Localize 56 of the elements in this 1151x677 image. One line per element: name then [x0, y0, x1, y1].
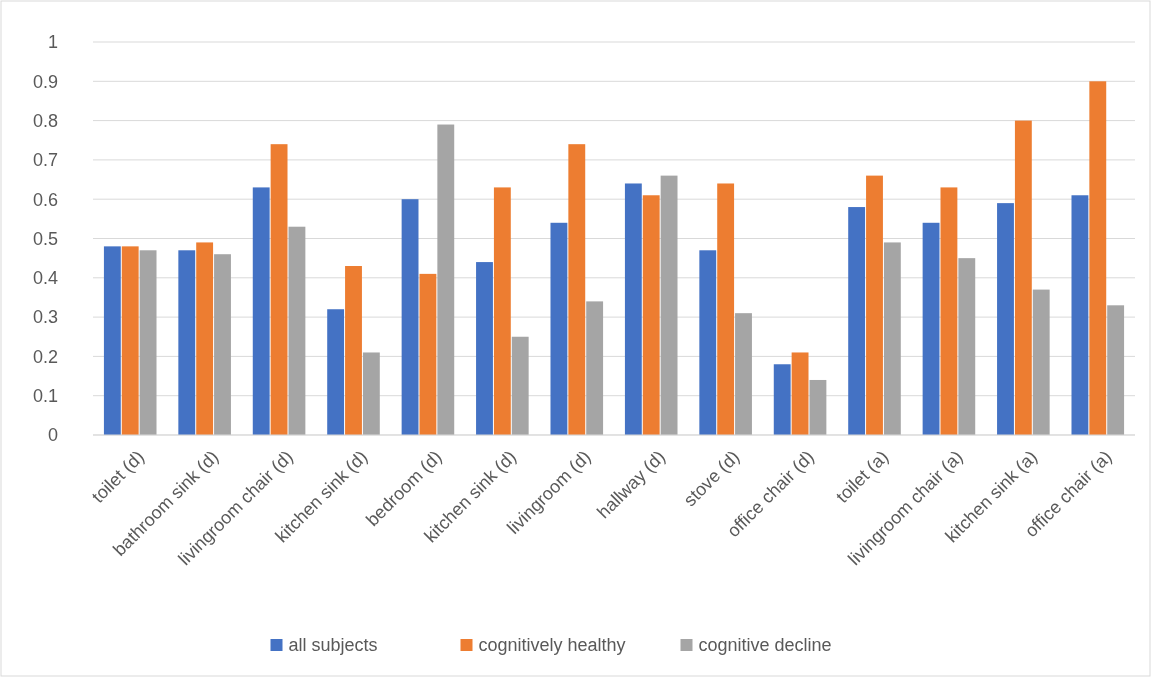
- y-tick-label: 0.9: [32, 71, 58, 92]
- legend-label: cognitively healthy: [478, 635, 626, 656]
- bar: [699, 250, 717, 435]
- legend-label: cognitive decline: [698, 635, 832, 656]
- bar: [1071, 195, 1089, 435]
- bar: [327, 309, 345, 435]
- y-tick-label: 0.4: [32, 268, 58, 289]
- bar: [660, 175, 678, 435]
- bar: [103, 246, 121, 435]
- bar: [121, 246, 139, 435]
- y-tick-label: 0.8: [32, 110, 58, 131]
- legend-label: all subjects: [288, 635, 378, 656]
- bar: [550, 222, 568, 435]
- bar: [178, 250, 196, 435]
- bar: [586, 301, 604, 435]
- bar: [437, 124, 455, 435]
- bar: [809, 379, 827, 435]
- bar: [419, 273, 437, 435]
- bar: [476, 262, 493, 435]
- bar: [139, 250, 157, 435]
- bar: [717, 183, 735, 435]
- bar: [196, 242, 214, 435]
- bar: [270, 144, 288, 435]
- y-tick-label: 0.2: [32, 346, 58, 367]
- bar: [773, 364, 791, 435]
- bar: [214, 254, 231, 435]
- bar: [1014, 120, 1032, 435]
- bar: [401, 199, 419, 435]
- bar: [958, 258, 976, 435]
- bar: [735, 313, 752, 435]
- bar: [345, 266, 362, 435]
- y-tick-label: 0.3: [32, 307, 58, 328]
- bar: [883, 242, 901, 435]
- y-tick-label: 0.7: [32, 150, 58, 171]
- bar: [940, 187, 958, 435]
- bar: [568, 144, 586, 435]
- bar: [288, 226, 306, 435]
- y-tick-label: 0.5: [32, 228, 58, 249]
- bar: [866, 175, 883, 435]
- bar: [922, 222, 940, 435]
- y-tick-label: 0.1: [32, 386, 58, 406]
- bar: [1032, 289, 1050, 435]
- y-tick-label: 0.6: [32, 189, 58, 210]
- bar: [791, 352, 809, 435]
- bar: [362, 352, 380, 435]
- y-tick-label: 0: [47, 425, 58, 446]
- bar: [1107, 305, 1125, 435]
- bar: [493, 187, 511, 435]
- bar: [997, 203, 1014, 435]
- y-tick-label: 1: [47, 32, 58, 53]
- bar: [848, 207, 866, 435]
- bar: [252, 187, 270, 435]
- bar: [1089, 81, 1107, 435]
- bar: [511, 336, 529, 435]
- bar: [642, 195, 660, 435]
- bar: [624, 183, 642, 435]
